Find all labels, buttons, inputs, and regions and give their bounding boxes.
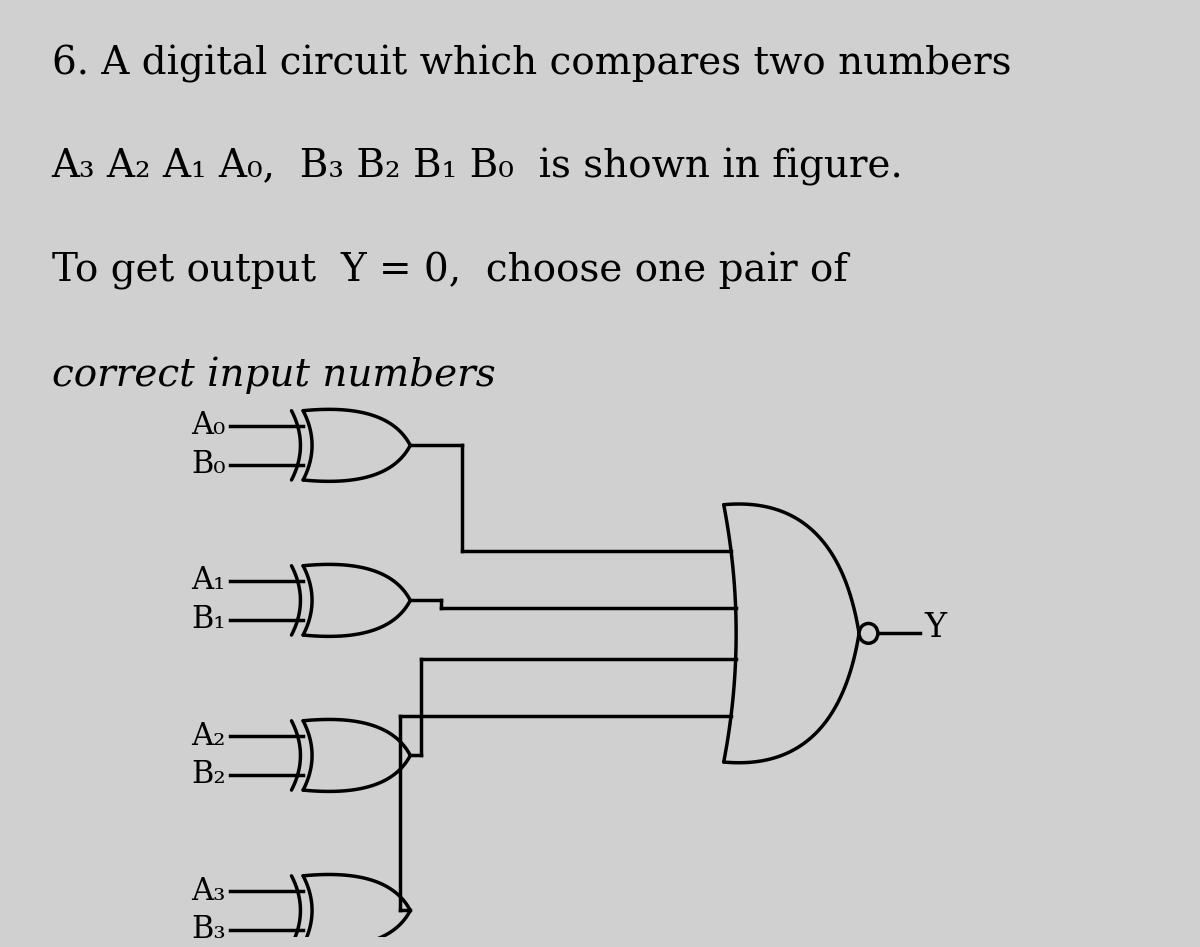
Text: A₂: A₂ (191, 721, 226, 752)
Text: A₃: A₃ (191, 876, 226, 906)
Text: correct input numbers: correct input numbers (52, 356, 496, 394)
Text: Y: Y (925, 613, 947, 644)
Text: A₁: A₁ (191, 565, 226, 597)
Text: 6. A digital circuit which compares two numbers: 6. A digital circuit which compares two … (52, 45, 1012, 82)
Text: To get output  Y = 0,  choose one pair of: To get output Y = 0, choose one pair of (52, 252, 847, 291)
Circle shape (859, 623, 878, 643)
Text: A₃ A₂ A₁ A₀,  B₃ B₂ B₁ B₀  is shown in figure.: A₃ A₂ A₁ A₀, B₃ B₂ B₁ B₀ is shown in fig… (52, 149, 904, 187)
Text: B₂: B₂ (191, 759, 226, 791)
Text: B₃: B₃ (191, 915, 226, 945)
Text: B₀: B₀ (191, 449, 226, 480)
Text: B₁: B₁ (191, 604, 226, 635)
Text: A₀: A₀ (192, 410, 226, 441)
